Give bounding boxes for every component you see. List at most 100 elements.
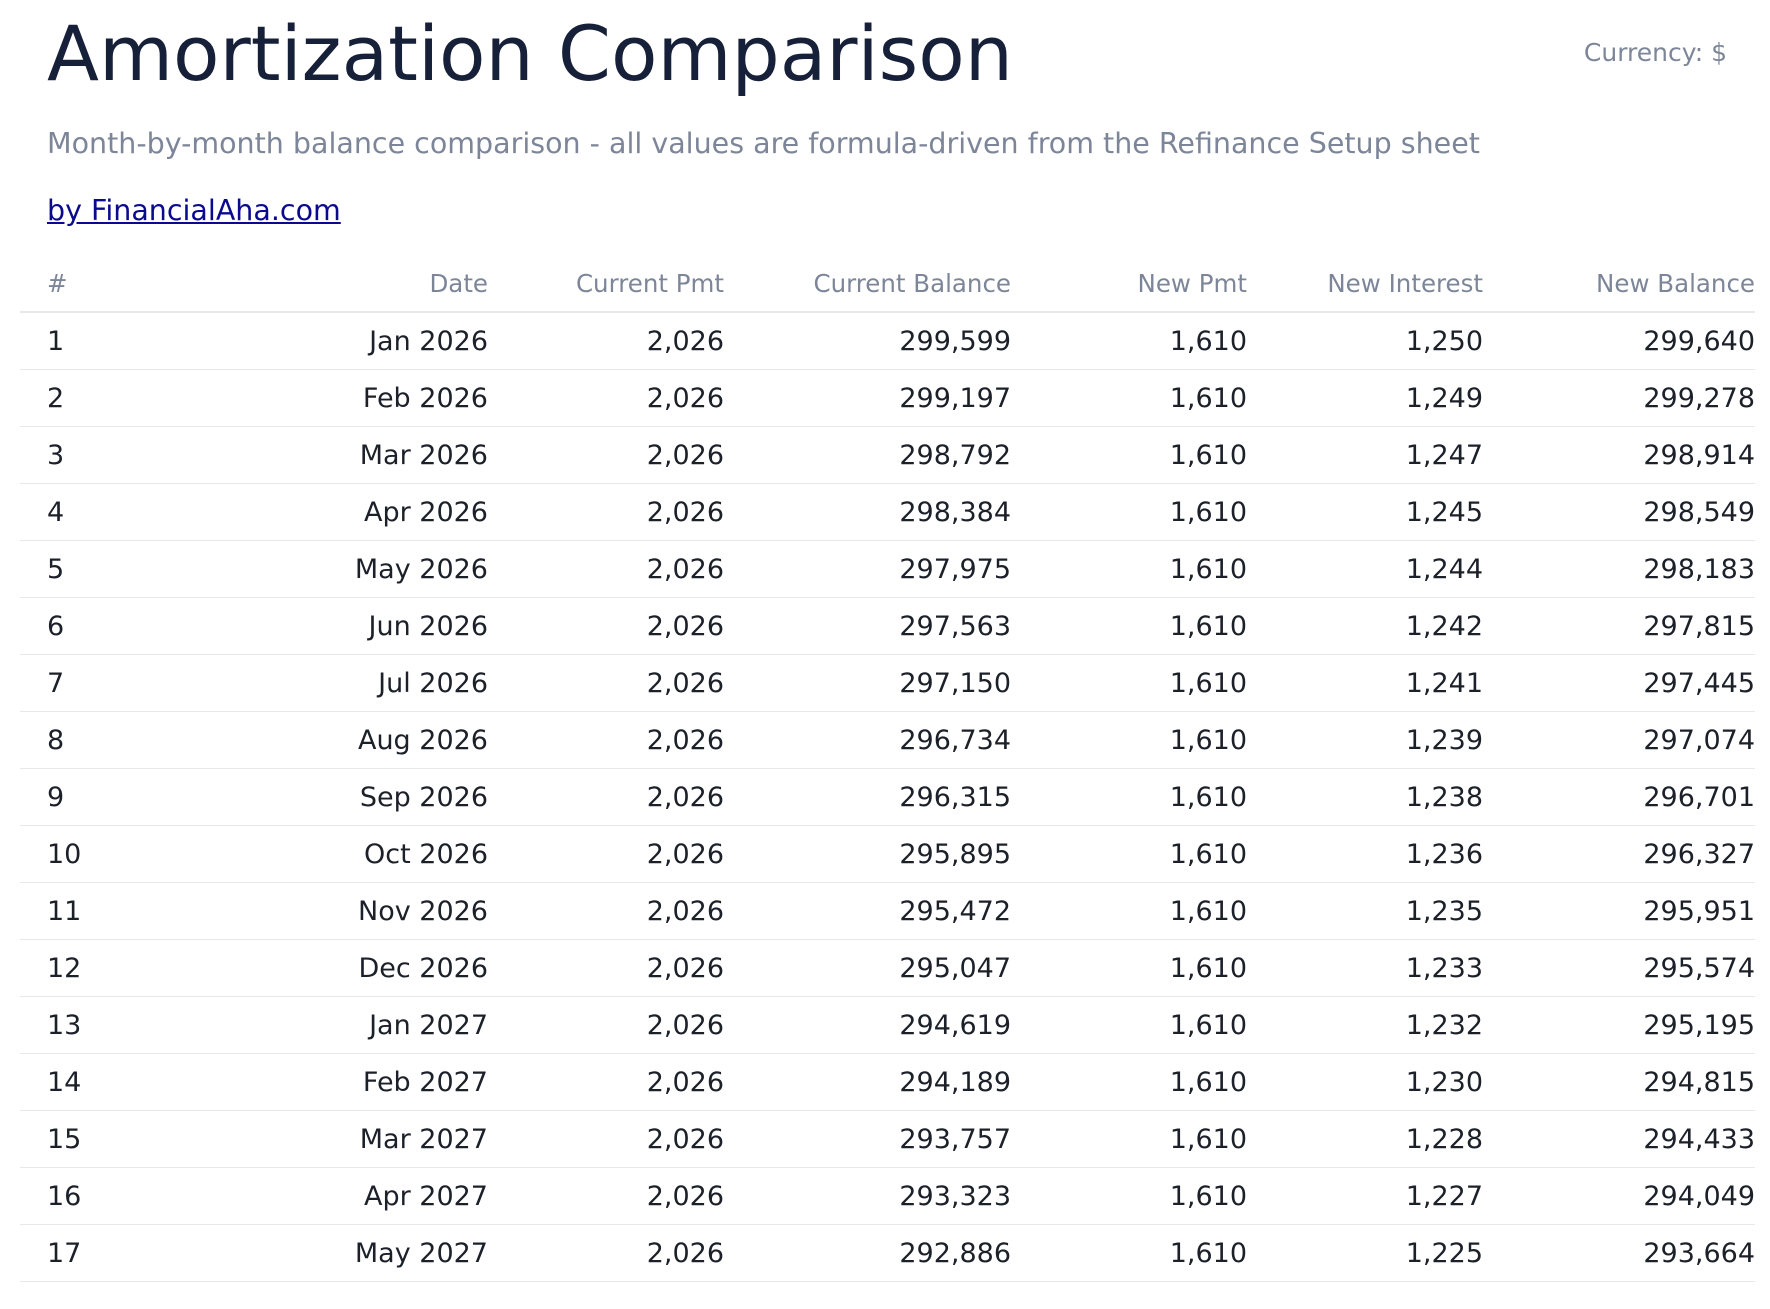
cell-new-interest: 1,242	[1247, 597, 1483, 655]
cell-new-pmt: 1,610	[1011, 483, 1247, 541]
cell-date: Oct 2026	[88, 825, 488, 883]
currency-label: Currency: $	[1583, 38, 1727, 67]
cell-number: 5	[20, 540, 88, 598]
cell-new-balance: 295,951	[1483, 882, 1755, 940]
cell-new-interest: 1,235	[1247, 882, 1483, 940]
cell-new-balance: 299,278	[1483, 369, 1755, 427]
cell-date: May 2027	[88, 1224, 488, 1282]
cell-new-balance: 296,327	[1483, 825, 1755, 883]
table-row: 10 Oct 2026 2,026 295,895 1,610 1,236 296,327	[20, 825, 1755, 883]
column-header-date: Date	[88, 255, 488, 313]
cell-new-pmt: 1,610	[1011, 882, 1247, 940]
cell-new-balance: 294,433	[1483, 1110, 1755, 1168]
cell-current-balance: 295,472	[724, 882, 1011, 940]
cell-date: Nov 2026	[88, 882, 488, 940]
cell-new-pmt: 1,610	[1011, 312, 1247, 370]
credit-link[interactable]: by FinancialAha.com	[47, 194, 341, 227]
table-row: 9 Sep 2026 2,026 296,315 1,610 1,238 296,701	[20, 768, 1755, 826]
cell-new-interest: 1,225	[1247, 1224, 1483, 1282]
table-row: 13 Jan 2027 2,026 294,619 1,610 1,232 295,195	[20, 996, 1755, 1054]
cell-new-pmt: 1,610	[1011, 1053, 1247, 1111]
cell-current-balance: 293,323	[724, 1167, 1011, 1225]
table-row: 8 Aug 2026 2,026 296,734 1,610 1,239 297,074	[20, 711, 1755, 769]
cell-number: 3	[20, 426, 88, 484]
page-subtitle: Month-by-month balance comparison - all …	[47, 127, 1480, 160]
cell-new-pmt: 1,610	[1011, 1224, 1247, 1282]
cell-current-pmt: 2,026	[488, 597, 724, 655]
cell-current-pmt: 2,026	[488, 312, 724, 370]
cell-new-balance: 293,664	[1483, 1224, 1755, 1282]
table-row: 3 Mar 2026 2,026 298,792 1,610 1,247 298,914	[20, 426, 1755, 484]
cell-date: Jul 2026	[88, 654, 488, 712]
cell-new-pmt: 1,610	[1011, 1167, 1247, 1225]
cell-current-pmt: 2,026	[488, 882, 724, 940]
cell-new-balance: 294,815	[1483, 1053, 1755, 1111]
cell-number: 2	[20, 369, 88, 427]
cell-date: Apr 2027	[88, 1167, 488, 1225]
header-row: # Date Current Pmt Current Balance New P…	[20, 255, 1755, 313]
cell-new-pmt: 1,610	[1011, 1110, 1247, 1168]
cell-current-balance: 293,757	[724, 1110, 1011, 1168]
cell-number: 9	[20, 768, 88, 826]
cell-number: 13	[20, 996, 88, 1054]
table-row: 7 Jul 2026 2,026 297,150 1,610 1,241 297,445	[20, 654, 1755, 712]
cell-current-balance: 296,315	[724, 768, 1011, 826]
cell-number: 1	[20, 312, 88, 370]
cell-new-balance: 298,914	[1483, 426, 1755, 484]
cell-current-pmt: 2,026	[488, 825, 724, 883]
table-row: 16 Apr 2027 2,026 293,323 1,610 1,227 294,049	[20, 1167, 1755, 1225]
cell-new-interest: 1,228	[1247, 1110, 1483, 1168]
table-row: 17 May 2027 2,026 292,886 1,610 1,225 293,664	[20, 1224, 1755, 1282]
cell-new-interest: 1,241	[1247, 654, 1483, 712]
cell-new-pmt: 1,610	[1011, 597, 1247, 655]
cell-current-pmt: 2,026	[488, 1110, 724, 1168]
cell-new-pmt: 1,610	[1011, 426, 1247, 484]
cell-date: Feb 2026	[88, 369, 488, 427]
cell-current-pmt: 2,026	[488, 768, 724, 826]
cell-current-pmt: 2,026	[488, 711, 724, 769]
cell-new-balance: 298,549	[1483, 483, 1755, 541]
cell-number: 4	[20, 483, 88, 541]
cell-current-pmt: 2,026	[488, 369, 724, 427]
cell-date: Aug 2026	[88, 711, 488, 769]
cell-current-pmt: 2,026	[488, 426, 724, 484]
column-header-new-balance: New Balance	[1483, 255, 1755, 313]
cell-new-interest: 1,227	[1247, 1167, 1483, 1225]
column-header-new-pmt: New Pmt	[1011, 255, 1247, 313]
cell-current-balance: 296,734	[724, 711, 1011, 769]
cell-new-balance: 295,574	[1483, 939, 1755, 997]
cell-new-interest: 1,233	[1247, 939, 1483, 997]
cell-new-pmt: 1,610	[1011, 996, 1247, 1054]
cell-new-pmt: 1,610	[1011, 768, 1247, 826]
column-header-new-interest: New Interest	[1247, 255, 1483, 313]
table-body: 1 Jan 2026 2,026 299,599 1,610 1,250 299,640 2 F…	[20, 312, 1755, 1282]
cell-date: Feb 2027	[88, 1053, 488, 1111]
cell-number: 6	[20, 597, 88, 655]
table-row: 6 Jun 2026 2,026 297,563 1,610 1,242 297,815	[20, 597, 1755, 655]
cell-current-pmt: 2,026	[488, 540, 724, 598]
cell-date: Jan 2027	[88, 996, 488, 1054]
cell-current-pmt: 2,026	[488, 1167, 724, 1225]
cell-current-balance: 298,792	[724, 426, 1011, 484]
table-header: # Date Current Pmt Current Balance New P…	[20, 255, 1755, 313]
cell-new-pmt: 1,610	[1011, 711, 1247, 769]
cell-number: 17	[20, 1224, 88, 1282]
cell-number: 8	[20, 711, 88, 769]
cell-current-balance: 298,384	[724, 483, 1011, 541]
table-row: 11 Nov 2026 2,026 295,472 1,610 1,235 295,951	[20, 882, 1755, 940]
cell-current-pmt: 2,026	[488, 996, 724, 1054]
cell-current-pmt: 2,026	[488, 1053, 724, 1111]
cell-new-interest: 1,230	[1247, 1053, 1483, 1111]
cell-current-balance: 297,150	[724, 654, 1011, 712]
cell-new-interest: 1,245	[1247, 483, 1483, 541]
cell-new-balance: 296,701	[1483, 768, 1755, 826]
cell-number: 11	[20, 882, 88, 940]
cell-number: 12	[20, 939, 88, 997]
cell-current-pmt: 2,026	[488, 1224, 724, 1282]
table-row: 5 May 2026 2,026 297,975 1,610 1,244 298,183	[20, 540, 1755, 598]
cell-date: Dec 2026	[88, 939, 488, 997]
cell-new-balance: 297,815	[1483, 597, 1755, 655]
cell-new-balance: 299,640	[1483, 312, 1755, 370]
cell-current-balance: 294,189	[724, 1053, 1011, 1111]
cell-current-pmt: 2,026	[488, 483, 724, 541]
